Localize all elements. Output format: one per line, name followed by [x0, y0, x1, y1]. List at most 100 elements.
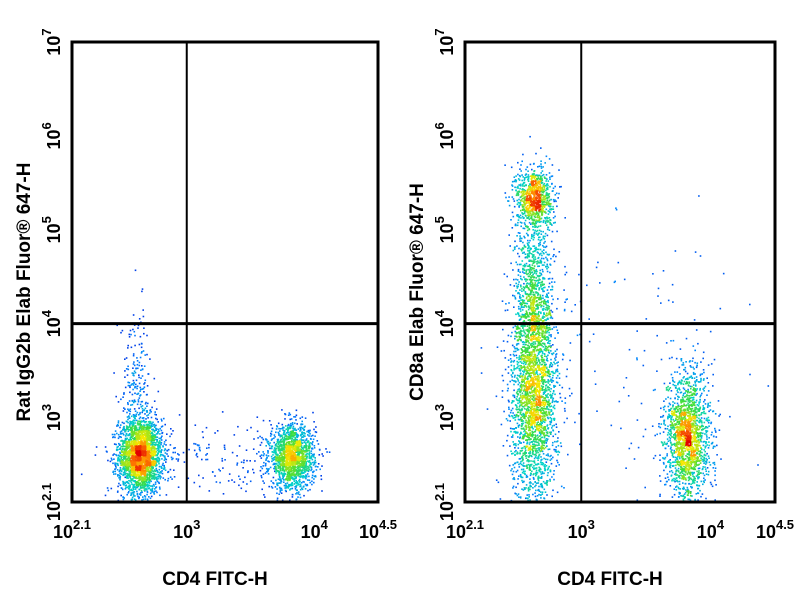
event-dot: [294, 429, 297, 431]
event-dot: [133, 399, 136, 401]
event-dot: [149, 467, 152, 470]
event-dot: [158, 468, 161, 471]
event-dot: [278, 475, 281, 478]
event-dot: [559, 396, 562, 399]
event-dot: [153, 450, 156, 452]
event-dot: [146, 443, 148, 446]
event-dot: [658, 423, 660, 425]
event-dot: [147, 462, 149, 464]
event-dot: [164, 478, 166, 481]
event-dot: [104, 446, 107, 448]
event-dot: [157, 431, 159, 433]
event-dot: [535, 152, 537, 155]
x-tick-label: 104.5: [359, 517, 397, 542]
event-dot: [139, 445, 141, 447]
event-dot: [127, 426, 130, 429]
event-dot: [128, 400, 131, 402]
event-dot: [126, 411, 128, 414]
event-dot: [289, 451, 291, 454]
event-dot: [141, 445, 143, 448]
event-dot: [269, 435, 272, 437]
event-dot: [125, 434, 127, 437]
event-dot: [268, 468, 270, 470]
event-dot: [555, 356, 557, 358]
event-dot: [134, 400, 137, 403]
event-dot: [295, 473, 298, 475]
event-dot: [306, 453, 309, 455]
event-dot: [130, 421, 132, 423]
event-dot: [307, 467, 310, 469]
event-dot: [153, 475, 156, 477]
event-dot: [127, 421, 129, 424]
event-dot: [129, 486, 131, 488]
event-dot: [657, 287, 660, 290]
event-dot: [124, 462, 126, 465]
event-dot: [154, 444, 156, 446]
event-dot: [148, 475, 151, 478]
event-dot: [130, 404, 132, 406]
event-dot: [290, 468, 292, 470]
event-dot: [292, 429, 294, 432]
event-dot: [135, 441, 138, 443]
event-dot: [129, 425, 131, 427]
event-dot: [155, 478, 158, 480]
event-dot: [196, 444, 199, 446]
event-dot: [122, 461, 124, 464]
event-dot: [114, 430, 117, 432]
event-dot: [298, 457, 300, 459]
event-dot: [311, 448, 314, 450]
event-dot: [689, 365, 692, 367]
event-dot: [123, 452, 125, 454]
event-dot: [284, 482, 287, 485]
event-dot: [130, 474, 133, 476]
event-dot: [695, 366, 698, 369]
event-dot: [636, 499, 639, 501]
event-dot: [156, 439, 158, 442]
event-dot: [159, 437, 162, 440]
event-dot: [161, 458, 163, 460]
event-dot: [288, 476, 290, 479]
event-dot: [261, 467, 264, 470]
event-dot: [139, 356, 142, 359]
event-dot: [157, 421, 159, 423]
event-dot: [296, 434, 298, 437]
event-dot: [133, 469, 136, 472]
event-dot: [125, 357, 128, 359]
event-dot: [140, 458, 142, 460]
event-dot: [131, 393, 134, 396]
event-dot: [303, 445, 306, 447]
event-dot: [137, 473, 140, 476]
event-dot: [143, 483, 146, 486]
event-dot: [125, 458, 127, 461]
event-dot: [652, 273, 654, 275]
event-dot: [148, 469, 150, 472]
event-dot: [273, 447, 276, 449]
event-dot: [132, 388, 134, 391]
event-dot: [292, 451, 295, 453]
event-dot: [296, 458, 299, 460]
event-dot: [132, 432, 134, 434]
event-dot: [286, 476, 288, 478]
event-dot: [126, 466, 128, 469]
event-dot: [529, 239, 531, 242]
event-dot: [311, 458, 314, 461]
event-dot: [128, 473, 131, 475]
event-dot: [294, 474, 296, 477]
event-dot: [164, 452, 167, 454]
event-dot: [153, 429, 156, 432]
event-dot: [156, 443, 158, 446]
event-dot: [120, 459, 122, 461]
event-dot: [280, 452, 283, 455]
event-dot: [156, 480, 159, 483]
event-dot: [157, 428, 160, 431]
event-dot: [146, 493, 148, 496]
event-dot: [314, 459, 316, 462]
event-dot: [651, 425, 654, 427]
event-dot: [202, 477, 204, 479]
event-dot: [313, 461, 316, 463]
event-dot: [147, 469, 149, 472]
event-dot: [137, 481, 139, 484]
event-dot: [291, 476, 293, 478]
event-dot: [280, 438, 282, 441]
event-dot: [147, 373, 149, 375]
